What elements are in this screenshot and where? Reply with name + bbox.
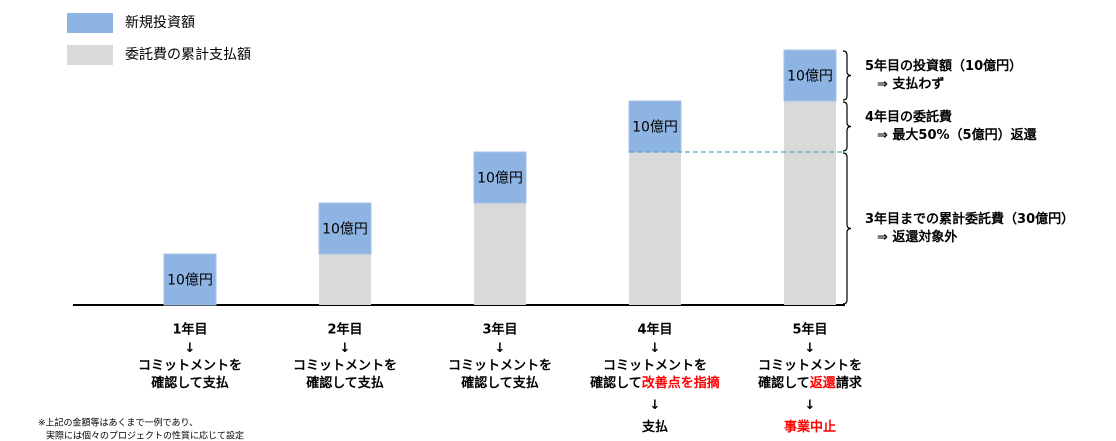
caption: 確認して改善点を指摘: [590, 375, 720, 391]
brace: [842, 152, 852, 305]
caption-text: ↓: [805, 341, 816, 356]
caption-text: 事業中止: [784, 419, 836, 435]
caption: ↓: [495, 341, 506, 356]
caption: 確認して支払: [306, 375, 384, 391]
caption-text: ↓: [650, 341, 661, 356]
bar-segment: [783, 49, 837, 102]
bar-segment: [318, 202, 372, 255]
caption-text: ↓: [650, 398, 661, 413]
caption-text: コミットメントを: [448, 358, 552, 373]
annotation: ⇒ 返還対象外: [877, 229, 957, 245]
value-label: 10億円: [632, 120, 678, 136]
caption-text: 確認して支払: [461, 375, 539, 391]
caption-text: 確認して支払: [306, 375, 384, 391]
x-tick-label: 4年目: [637, 322, 672, 338]
legend-swatch: [67, 45, 113, 65]
caption-text: ↓: [805, 398, 816, 413]
caption-text: コミットメントを: [138, 358, 242, 373]
caption: コミットメントを: [758, 358, 862, 373]
caption: 支払: [641, 419, 668, 435]
x-tick-label: 1年目: [172, 322, 207, 338]
caption: 事業中止: [784, 419, 836, 435]
x-tick-label: 3年目: [482, 322, 517, 338]
caption: コミットメントを: [448, 358, 552, 373]
caption-text: コミットメントを: [293, 358, 397, 373]
caption: ↓: [650, 341, 661, 356]
brace: [842, 50, 852, 101]
bar-segment: [629, 152, 681, 305]
caption-text: 確認して: [590, 375, 642, 391]
legend-swatch: [67, 13, 113, 33]
caption-text: 請求: [836, 375, 863, 391]
value-label: 10億円: [167, 273, 213, 289]
caption: コミットメントを: [603, 358, 707, 373]
caption: コミットメントを: [138, 358, 242, 373]
caption-text: ↓: [495, 341, 506, 356]
caption: ↓: [805, 398, 816, 413]
caption-text: ↓: [185, 341, 196, 356]
caption-text: 支払: [641, 419, 668, 435]
legend-label: 新規投資額: [125, 15, 195, 31]
brace: [842, 101, 852, 152]
footnote: 実際には個々のプロジェクトの性質に応じて設定: [46, 430, 244, 441]
footnote: ※上記の金額等はあくまで一例であり、: [38, 417, 198, 429]
bar-segment: [319, 254, 371, 305]
annotation: ⇒ 支払わず: [877, 76, 944, 92]
bar-segment: [473, 151, 527, 204]
annotation: 3年目までの累計委託費（30億円）: [865, 211, 1074, 227]
caption-text: 返還: [810, 375, 837, 391]
caption: ↓: [185, 341, 196, 356]
x-tick-label: 5年目: [792, 322, 827, 338]
value-label: 10億円: [477, 171, 523, 187]
caption-text: 確認して支払: [151, 375, 229, 391]
caption-text: ↓: [340, 341, 351, 356]
bar-segment: [784, 101, 836, 305]
annotation: ⇒ 最大50%（5億円）返還: [877, 127, 1038, 143]
caption: 確認して返還請求: [758, 375, 863, 391]
caption-text: コミットメントを: [758, 358, 862, 373]
caption: コミットメントを: [293, 358, 397, 373]
caption: ↓: [340, 341, 351, 356]
value-label: 10億円: [787, 69, 833, 85]
caption-text: 確認して: [758, 375, 810, 391]
legend-label: 委託費の累計支払額: [125, 47, 251, 63]
bar-segment: [474, 203, 526, 305]
bar-segment: [163, 253, 217, 306]
caption: ↓: [805, 341, 816, 356]
value-label: 10億円: [322, 222, 368, 238]
caption: ↓: [650, 398, 661, 413]
annotation: 5年目の投資額（10億円）: [865, 58, 1022, 74]
annotation: 4年目の委託費: [865, 109, 952, 125]
caption-text: コミットメントを: [603, 358, 707, 373]
bar-segment: [628, 100, 682, 153]
caption: 確認して支払: [151, 375, 229, 391]
caption: 確認して支払: [461, 375, 539, 391]
x-tick-label: 2年目: [327, 322, 362, 338]
caption-text: 改善点を指摘: [642, 375, 720, 391]
